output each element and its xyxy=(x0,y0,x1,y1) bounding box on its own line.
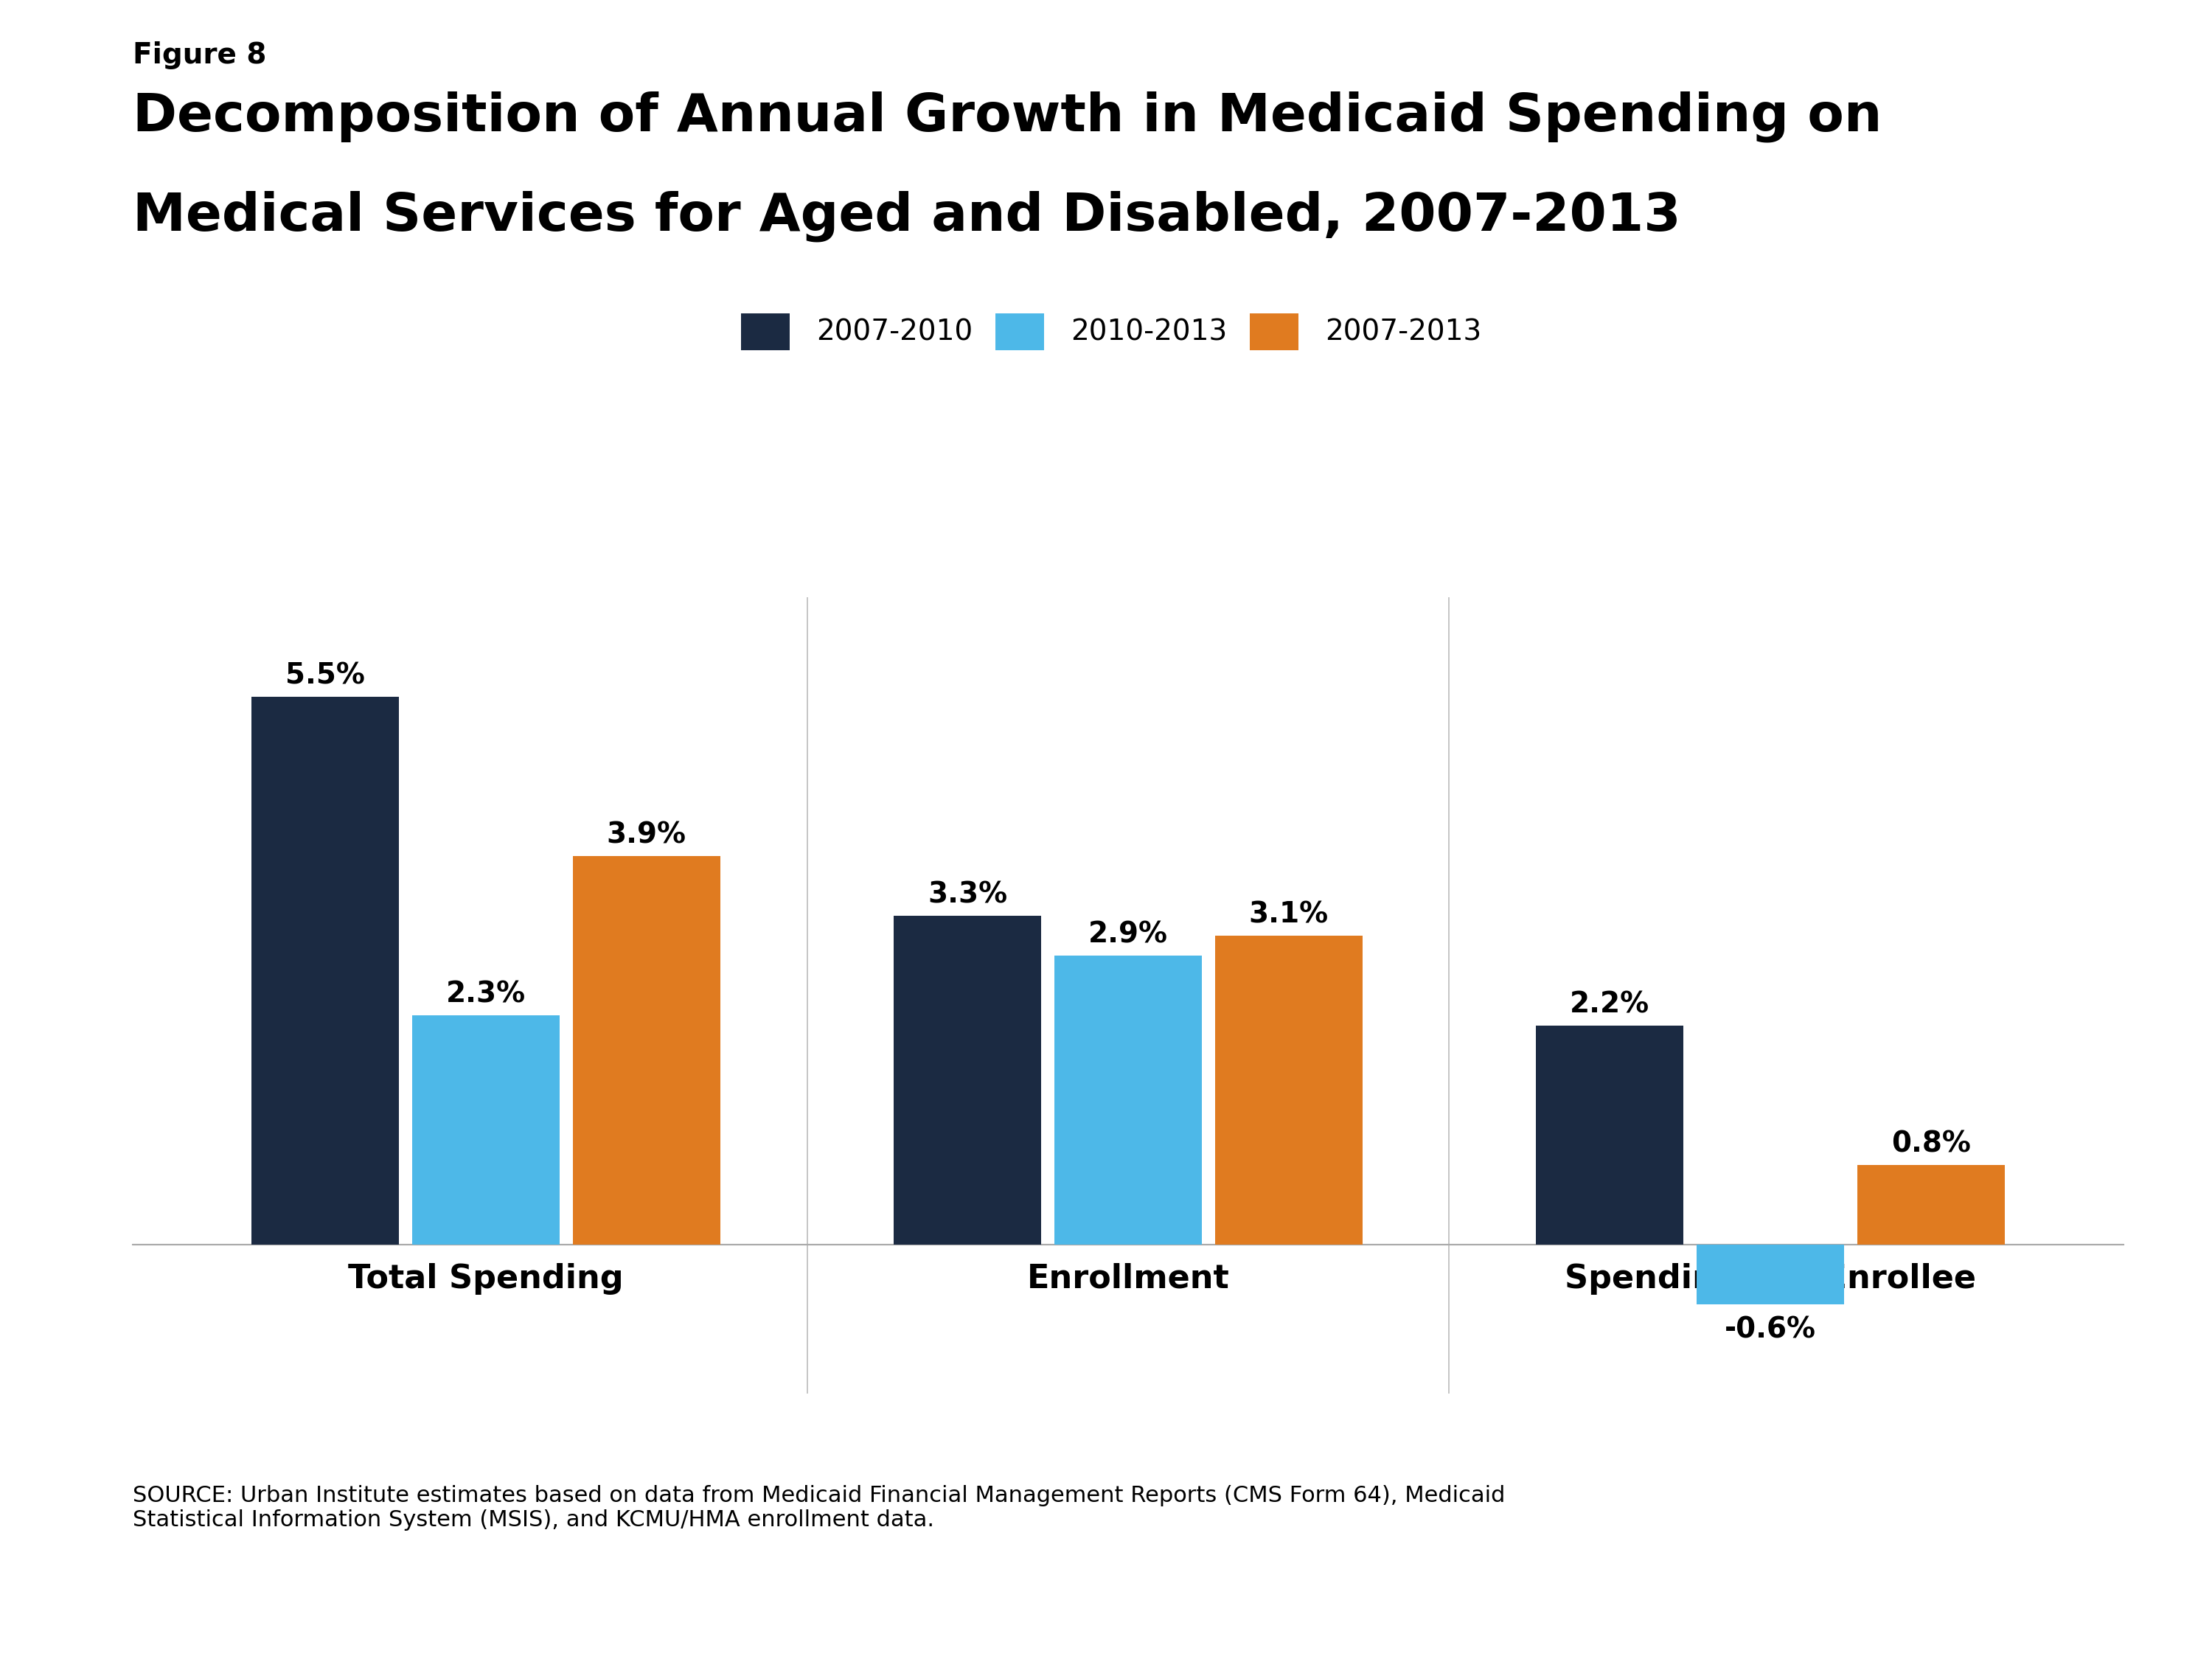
Text: 2.3%: 2.3% xyxy=(447,980,526,1009)
Text: 2007-2013: 2007-2013 xyxy=(1325,319,1482,345)
Text: 2010-2013: 2010-2013 xyxy=(1071,319,1228,345)
Bar xyxy=(1697,1244,1845,1304)
Text: 2.9%: 2.9% xyxy=(1088,921,1168,949)
Text: -0.6%: -0.6% xyxy=(1725,1316,1816,1344)
Text: Figure 8: Figure 8 xyxy=(133,41,265,70)
Text: KAISER: KAISER xyxy=(1975,1525,2037,1540)
Bar xyxy=(252,697,398,1244)
Text: FAMILY: FAMILY xyxy=(1980,1550,2033,1563)
Text: 5.5%: 5.5% xyxy=(285,662,365,690)
Bar xyxy=(1055,956,1201,1244)
Bar xyxy=(894,916,1042,1244)
Text: Decomposition of Annual Growth in Medicaid Spending on: Decomposition of Annual Growth in Medica… xyxy=(133,91,1882,143)
Text: THE HENRY J.: THE HENRY J. xyxy=(1975,1485,2037,1495)
Text: SOURCE: Urban Institute estimates based on data from Medicaid Financial Manageme: SOURCE: Urban Institute estimates based … xyxy=(133,1485,1504,1531)
Text: FOUNDATION: FOUNDATION xyxy=(1978,1588,2035,1596)
Bar xyxy=(1858,1165,2004,1244)
Bar xyxy=(573,856,721,1244)
Bar xyxy=(1535,1025,1683,1244)
Text: 0.8%: 0.8% xyxy=(1891,1130,1971,1158)
Text: 3.3%: 3.3% xyxy=(927,881,1006,909)
Text: 3.9%: 3.9% xyxy=(606,821,686,849)
Text: 3.1%: 3.1% xyxy=(1250,901,1329,929)
Text: Medical Services for Aged and Disabled, 2007-2013: Medical Services for Aged and Disabled, … xyxy=(133,191,1681,242)
Text: 2007-2010: 2007-2010 xyxy=(816,319,973,345)
Bar xyxy=(411,1015,560,1244)
Text: 2.2%: 2.2% xyxy=(1571,990,1650,1019)
Bar xyxy=(1214,936,1363,1244)
